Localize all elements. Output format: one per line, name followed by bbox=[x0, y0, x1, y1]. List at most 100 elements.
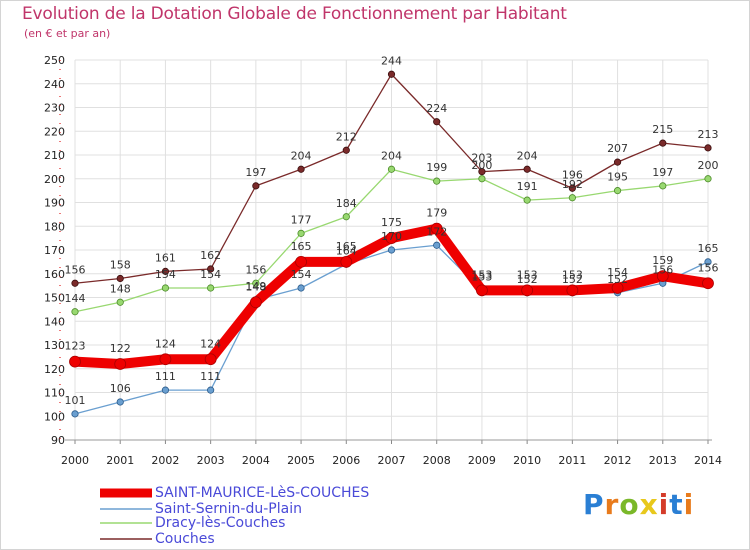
data-point-2-4 bbox=[252, 279, 260, 287]
x-tick-label: 2008 bbox=[423, 454, 451, 467]
data-label-2-8: 199 bbox=[426, 161, 447, 174]
data-label-3-9: 203 bbox=[471, 152, 492, 165]
x-tick-label: 2006 bbox=[332, 454, 360, 467]
data-label-0-1: 122 bbox=[110, 342, 131, 355]
x-tick-label: 2004 bbox=[242, 454, 270, 467]
data-point-3-0 bbox=[71, 279, 79, 287]
data-label-2-2: 154 bbox=[155, 268, 176, 281]
data-point-3-7 bbox=[387, 70, 396, 78]
x-tick-label: 2009 bbox=[468, 454, 496, 467]
y-tick-label: 160 bbox=[44, 268, 65, 281]
y-tick-label: 220 bbox=[44, 125, 65, 138]
legend-label-dracy: Dracy-lès-Couches bbox=[155, 515, 286, 531]
data-label-2-9: 200 bbox=[471, 159, 492, 172]
x-tick-label: 2003 bbox=[197, 454, 225, 467]
data-point-0-12 bbox=[611, 282, 624, 294]
data-point-3-4 bbox=[252, 182, 260, 190]
data-label-1-8: 172 bbox=[426, 225, 447, 238]
data-point-3-2 bbox=[161, 267, 170, 275]
data-point-2-8 bbox=[433, 177, 441, 185]
data-point-3-14 bbox=[704, 144, 712, 152]
data-point-0-7 bbox=[385, 232, 398, 245]
x-tick-label: 2010 bbox=[513, 454, 541, 467]
data-label-0-2: 124 bbox=[155, 337, 176, 350]
data-point-0-5 bbox=[295, 255, 307, 268]
x-tick-label: 2007 bbox=[378, 454, 406, 467]
data-label-0-14: 156 bbox=[698, 261, 719, 274]
data-label-0-13: 159 bbox=[652, 254, 673, 267]
data-point-3-3 bbox=[207, 265, 215, 273]
data-label-2-7: 204 bbox=[381, 149, 402, 162]
data-point-1-2 bbox=[161, 386, 170, 394]
data-point-3-13 bbox=[659, 139, 667, 147]
data-point-2-7 bbox=[387, 165, 396, 173]
data-label-2-13: 197 bbox=[652, 166, 673, 179]
chart-title: Evolution de la Dotation Globale de Fonc… bbox=[22, 4, 567, 24]
data-point-3-12 bbox=[613, 158, 622, 166]
y-tick-label: 150 bbox=[44, 292, 65, 305]
data-point-2-9 bbox=[478, 175, 486, 183]
x-tick-label: 2014 bbox=[694, 454, 722, 467]
data-label-3-0: 156 bbox=[65, 263, 86, 276]
data-label-1-12: 152 bbox=[607, 273, 628, 286]
data-point-0-14 bbox=[702, 277, 714, 290]
data-point-2-1 bbox=[116, 298, 124, 306]
data-point-1-7 bbox=[387, 246, 396, 254]
data-point-1-1 bbox=[116, 398, 124, 406]
y-tick-label: 110 bbox=[44, 387, 65, 400]
x-tick-label: 2002 bbox=[151, 454, 179, 467]
logo-letter: t bbox=[669, 488, 684, 521]
logo-letter: o bbox=[619, 488, 640, 521]
data-label-1-0: 101 bbox=[65, 394, 86, 407]
data-label-0-11: 153 bbox=[562, 268, 583, 281]
data-label-1-10: 152 bbox=[517, 273, 538, 286]
y-tick-label: 90 bbox=[51, 434, 65, 447]
data-label-1-3: 111 bbox=[200, 370, 221, 383]
data-label-2-3: 154 bbox=[200, 268, 221, 281]
legend-label-saint-maurice: SAINT-MAURICE-LèS-COUCHES bbox=[155, 485, 370, 501]
data-point-0-3 bbox=[204, 353, 217, 366]
y-tick-label: 140 bbox=[44, 315, 65, 328]
data-point-2-11 bbox=[568, 194, 576, 202]
data-point-3-9 bbox=[478, 168, 486, 176]
x-tick-label: 2012 bbox=[604, 454, 632, 467]
data-label-1-1: 106 bbox=[110, 382, 131, 395]
y-tick-label: 100 bbox=[44, 410, 65, 423]
data-point-2-12 bbox=[613, 187, 622, 195]
data-label-2-6: 184 bbox=[336, 197, 357, 210]
data-point-2-2 bbox=[161, 284, 170, 292]
data-label-3-4: 197 bbox=[245, 166, 266, 179]
data-label-0-7: 175 bbox=[381, 216, 402, 229]
data-label-0-12: 154 bbox=[607, 266, 628, 279]
y-tick-label: 130 bbox=[44, 339, 65, 352]
y-tick-label: 230 bbox=[44, 102, 65, 115]
data-label-0-6: 165 bbox=[336, 240, 357, 253]
data-point-3-10 bbox=[523, 165, 531, 173]
y-tick-label: 200 bbox=[44, 173, 65, 186]
data-point-3-8 bbox=[433, 118, 441, 126]
data-label-0-0: 123 bbox=[65, 340, 86, 353]
data-point-2-14 bbox=[704, 175, 712, 183]
data-label-2-10: 191 bbox=[517, 180, 538, 193]
data-label-2-1: 148 bbox=[110, 282, 131, 295]
data-point-0-2 bbox=[159, 353, 172, 366]
data-point-3-1 bbox=[116, 274, 124, 283]
data-label-3-12: 207 bbox=[607, 142, 628, 155]
chart-subtitle: (en € et par an) bbox=[24, 27, 111, 40]
data-point-3-5 bbox=[297, 165, 305, 173]
data-point-0-6 bbox=[340, 255, 353, 268]
data-label-1-5: 154 bbox=[291, 268, 312, 281]
data-label-1-6: 164 bbox=[336, 244, 357, 257]
data-point-2-6 bbox=[342, 213, 350, 221]
data-label-1-4: 149 bbox=[245, 280, 266, 293]
x-tick-label: 2005 bbox=[287, 454, 315, 467]
y-tick-label: 240 bbox=[44, 78, 65, 91]
data-point-2-3 bbox=[207, 284, 215, 292]
data-point-2-0 bbox=[71, 308, 79, 316]
data-label-3-8: 224 bbox=[426, 102, 447, 115]
data-label-3-14: 213 bbox=[698, 128, 719, 141]
data-label-2-14: 200 bbox=[698, 159, 719, 172]
data-point-2-5 bbox=[297, 229, 305, 237]
data-label-3-10: 204 bbox=[517, 149, 538, 162]
